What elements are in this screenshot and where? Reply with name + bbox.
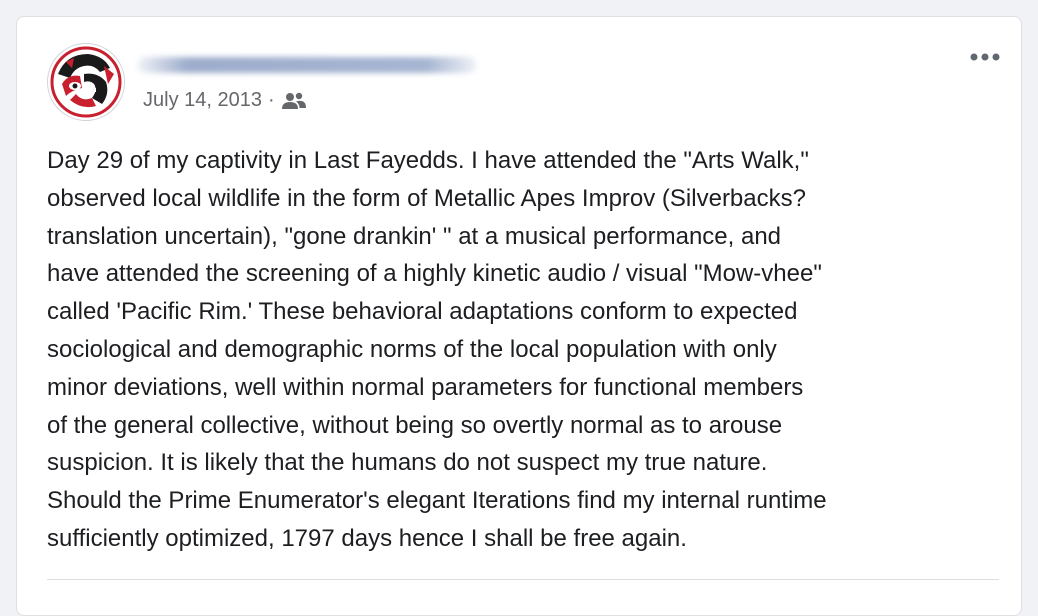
profile-avatar[interactable]	[47, 43, 125, 121]
divider	[47, 579, 999, 580]
friends-icon[interactable]	[281, 91, 307, 111]
formline-art-icon	[48, 44, 124, 120]
meta-separator: ·	[267, 89, 275, 111]
post-meta: July 14, 2013 ·	[143, 89, 307, 112]
author-name-blurred[interactable]	[137, 57, 477, 73]
more-options-icon	[970, 53, 1000, 61]
post-date[interactable]: July 14, 2013	[143, 89, 262, 111]
more-options-button[interactable]	[967, 45, 1003, 69]
post-text: Day 29 of my captivity in Last Fayedds. …	[47, 147, 827, 552]
post-card: July 14, 2013 · Day 29 of my captivity i…	[16, 16, 1022, 616]
